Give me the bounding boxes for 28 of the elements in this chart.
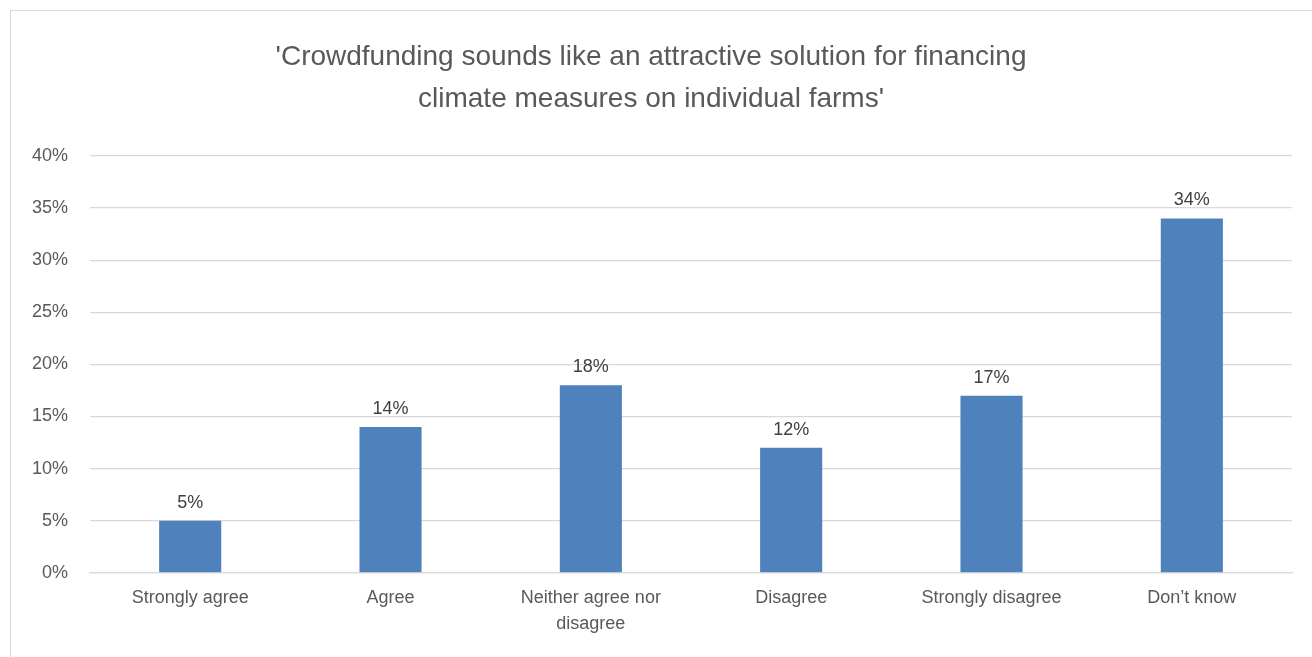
bar (960, 395, 1023, 573)
bar (559, 385, 622, 573)
x-tick-label: Strongly agree (131, 586, 249, 607)
y-tick-label: 30% (32, 249, 69, 270)
y-tick-label: 5% (42, 509, 69, 530)
y-tick-label: 40% (32, 144, 69, 165)
bar (760, 447, 823, 573)
y-tick-label: 25% (32, 301, 69, 322)
data-label: 12% (773, 418, 810, 439)
y-tick-label: 0% (42, 561, 69, 582)
bar (359, 426, 422, 573)
x-tick-label: Don’t know (1147, 586, 1238, 607)
data-label: 14% (372, 397, 409, 418)
x-tick-label: Neither agree nor disagree (520, 586, 661, 633)
y-tick-label: 10% (32, 457, 69, 478)
x-tick-label: Strongly disagree (921, 586, 1062, 607)
bar (159, 520, 222, 573)
x-tick-label: Disagree (755, 586, 828, 607)
data-label: 17% (973, 366, 1010, 387)
bar (1160, 218, 1223, 573)
y-tick-label: 15% (32, 405, 69, 426)
x-tick-label: Agree (366, 586, 415, 607)
data-label: 34% (1173, 189, 1210, 210)
data-label: 18% (572, 356, 609, 377)
chart-title: 'Crowdfunding sounds like an attractive solution for financing climate measures on individual farms' (275, 39, 1027, 113)
data-label: 5% (177, 491, 204, 512)
y-tick-label: 20% (32, 353, 69, 374)
y-tick-label: 35% (32, 197, 69, 218)
